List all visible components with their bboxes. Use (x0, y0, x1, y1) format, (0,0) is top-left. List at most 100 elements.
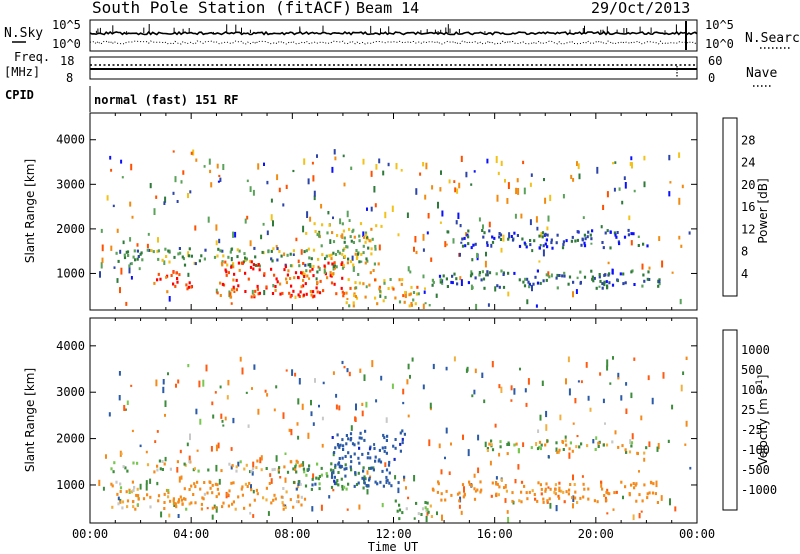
echo-cell (499, 238, 503, 241)
echo-cell (244, 290, 247, 293)
echo-cell (157, 249, 160, 253)
echo-cell (377, 262, 380, 266)
echo-cell (308, 277, 311, 280)
echo-cell (363, 438, 366, 442)
echo-cell (643, 279, 646, 283)
echo-cell (574, 490, 577, 494)
echo-cell (628, 450, 632, 454)
echo-cell (440, 492, 443, 496)
echo-cell (163, 507, 166, 510)
echo-cell (491, 481, 494, 485)
echo-cell (536, 499, 539, 503)
echo-cell (217, 247, 220, 251)
echo-cell (265, 486, 268, 490)
echo-cell (352, 266, 355, 269)
echo-cell (648, 266, 651, 270)
echo-cell (302, 262, 305, 265)
echo-cell (401, 437, 404, 441)
echo-cell (631, 162, 633, 169)
echo-cell (458, 182, 461, 189)
echo-cell (528, 490, 531, 494)
echo-cell (391, 383, 394, 389)
echo-cell (432, 488, 435, 492)
echo-cell (214, 391, 217, 394)
echo-cell (410, 303, 413, 307)
echo-cell (538, 445, 541, 449)
echo-cell (200, 507, 203, 511)
echo-cell (275, 245, 278, 248)
echo-cell (645, 446, 648, 450)
echo-cell (355, 483, 359, 486)
power-colorbar-label: Power [dB] (756, 178, 770, 243)
echo-cell (247, 277, 250, 281)
echo-cell (555, 505, 558, 512)
echo-cell (342, 294, 345, 298)
echo-cell (564, 435, 567, 439)
echo-cell (630, 441, 634, 445)
echo-cell (183, 263, 187, 267)
echo-cell (545, 410, 548, 418)
echo-cell (424, 287, 426, 290)
echo-cell (569, 483, 572, 486)
echo-cell (282, 503, 285, 507)
echo-cell (361, 410, 364, 417)
echo-cell (464, 244, 467, 248)
echo-cell (320, 504, 323, 511)
echo-cell (227, 493, 230, 498)
echo-cell (424, 302, 427, 305)
echo-cell (510, 385, 513, 391)
echo-cell (272, 498, 275, 502)
echo-cell (227, 504, 230, 508)
echo-cell (650, 481, 653, 485)
echo-cell (129, 237, 132, 242)
echo-cell (167, 489, 170, 492)
echo-cell (298, 295, 301, 298)
echo-cell (576, 238, 579, 242)
echo-cell (304, 263, 307, 267)
echo-cell (320, 244, 323, 248)
echo-cell (126, 250, 130, 254)
echo-cell (353, 235, 356, 239)
echo-cell (257, 263, 260, 267)
echo-cell (542, 497, 545, 501)
echo-cell (562, 243, 565, 247)
echo-cell (329, 239, 332, 244)
echo-cell (597, 445, 600, 448)
echo-cell (356, 252, 360, 256)
echo-cell (415, 292, 419, 296)
echo-cell (342, 248, 345, 252)
nsky-label: N.Sky (4, 26, 43, 41)
echo-cell (478, 273, 481, 277)
echo-cell (131, 500, 135, 504)
echo-cell (378, 244, 381, 251)
echo-cell (217, 492, 220, 496)
echo-cell (200, 254, 203, 258)
echo-cell (112, 204, 115, 208)
echo-cell (155, 379, 158, 387)
echo-cell (452, 238, 455, 244)
echo-cell (230, 265, 233, 269)
echo-cell (442, 274, 445, 278)
echo-cell (630, 156, 633, 161)
echo-cell (580, 442, 583, 446)
echo-cell (375, 399, 378, 403)
echo-cell (385, 417, 388, 423)
echo-cell (292, 505, 295, 509)
echo-cell (381, 446, 384, 450)
echo-cell (294, 295, 297, 299)
echo-cell (419, 172, 422, 176)
echo-cell (154, 440, 157, 443)
echo-cell (288, 428, 291, 432)
echo-cell (479, 490, 482, 494)
echo-cell (239, 460, 242, 464)
echo-cell (203, 165, 206, 168)
echo-cell (313, 222, 316, 226)
echo-cell (625, 408, 628, 414)
echo-cell (554, 483, 557, 487)
echo-cell (536, 447, 540, 451)
echo-cell (528, 285, 531, 289)
echo-cell (179, 251, 182, 255)
echo-cell (220, 469, 223, 473)
echo-cell (633, 486, 636, 490)
